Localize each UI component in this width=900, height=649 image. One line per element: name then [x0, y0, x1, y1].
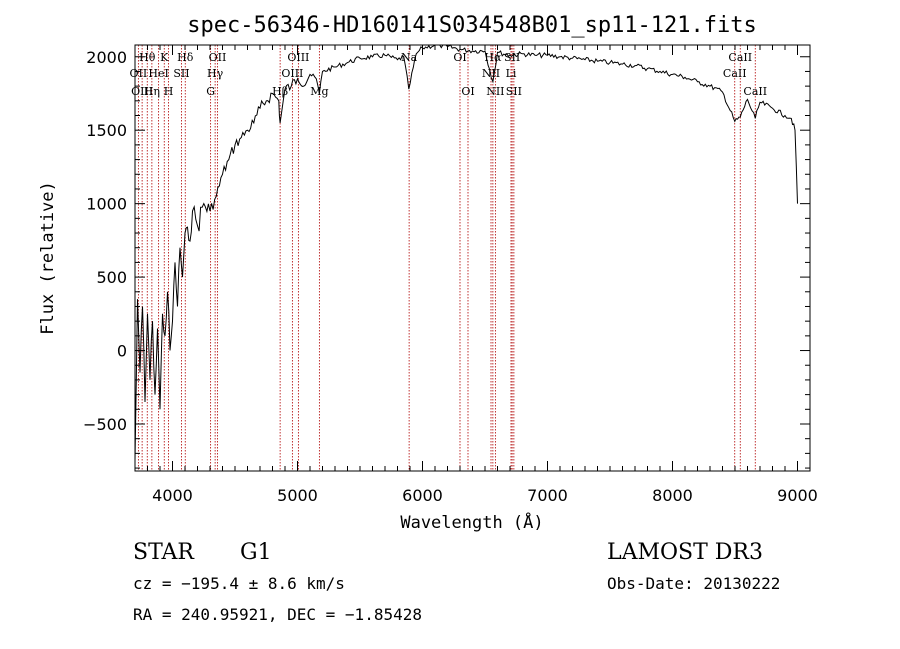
line-annotation: HeI: [148, 67, 168, 80]
line-markers: [137, 45, 756, 471]
line-annotation: OIII: [281, 67, 303, 80]
x-axis-label: Wavelength (Å): [400, 511, 543, 533]
y-tick-label: 1000: [86, 195, 127, 214]
x-tick-label: 6000: [402, 486, 443, 505]
line-annotation: Hθ: [139, 51, 156, 64]
object-class: STAR: [133, 540, 195, 565]
object-subclass: G1: [240, 540, 272, 565]
y-tick-label: −500: [83, 415, 127, 434]
x-tick-label: 8000: [652, 486, 693, 505]
line-annotation: Hη: [144, 85, 160, 98]
y-tick-label: 0: [117, 342, 127, 361]
spectrum-line: [134, 44, 798, 461]
line-annotation: Li: [506, 67, 517, 80]
chart-title: spec-56346-HD160141S034548B01_sp11-121.f…: [187, 13, 757, 38]
line-annotation: Hδ: [177, 51, 194, 64]
line-annotation: OII: [130, 67, 148, 80]
spectrum-series: [134, 44, 798, 461]
line-annotation: OIII: [131, 85, 153, 98]
line-annotation: CaII: [728, 51, 752, 64]
coordinates: RA = 240.95921, DEC = −1.85428: [133, 605, 422, 624]
line-annotation: OIII: [287, 51, 309, 64]
y-tick-label: 1500: [86, 121, 127, 140]
line-annotation: NII: [486, 85, 504, 98]
x-tick-label: 7000: [527, 486, 568, 505]
line-annotation: SII: [173, 67, 189, 80]
line-annotation: OII: [209, 51, 227, 64]
line-annotation: H: [164, 85, 174, 98]
y-axis-label: Flux (relative): [38, 181, 58, 335]
x-tick-label: 9000: [777, 486, 818, 505]
line-annotation: SII: [506, 85, 522, 98]
line-annotation: K: [160, 51, 169, 64]
y-axis-ticks: −500 0 500 1000 1500 2000: [83, 48, 810, 469]
observation-date: Obs-Date: 20130222: [607, 574, 780, 593]
y-tick-label: 2000: [86, 48, 127, 67]
line-annotation: CaII: [743, 85, 767, 98]
line-annotation: NII: [482, 67, 500, 80]
line-annotation: SII: [504, 51, 520, 64]
x-tick-label: 4000: [152, 486, 193, 505]
x-tick-label: 5000: [277, 486, 318, 505]
line-annotation: OI: [453, 51, 466, 64]
survey-name: LAMOST DR3: [607, 540, 763, 565]
plot-frame: [134, 44, 811, 472]
line-annotation: CaII: [723, 67, 747, 80]
redshift-velocity: cz = −195.4 ± 8.6 km/s: [133, 574, 345, 593]
line-annotation: G: [206, 85, 215, 98]
line-annotation: Na: [401, 51, 418, 64]
y-tick-label: 500: [96, 268, 127, 287]
x-axis-ticks: 4000 5000 6000 7000 8000 9000: [134, 45, 818, 505]
line-annotation: OI: [461, 85, 474, 98]
line-annotation: Hγ: [207, 67, 224, 80]
